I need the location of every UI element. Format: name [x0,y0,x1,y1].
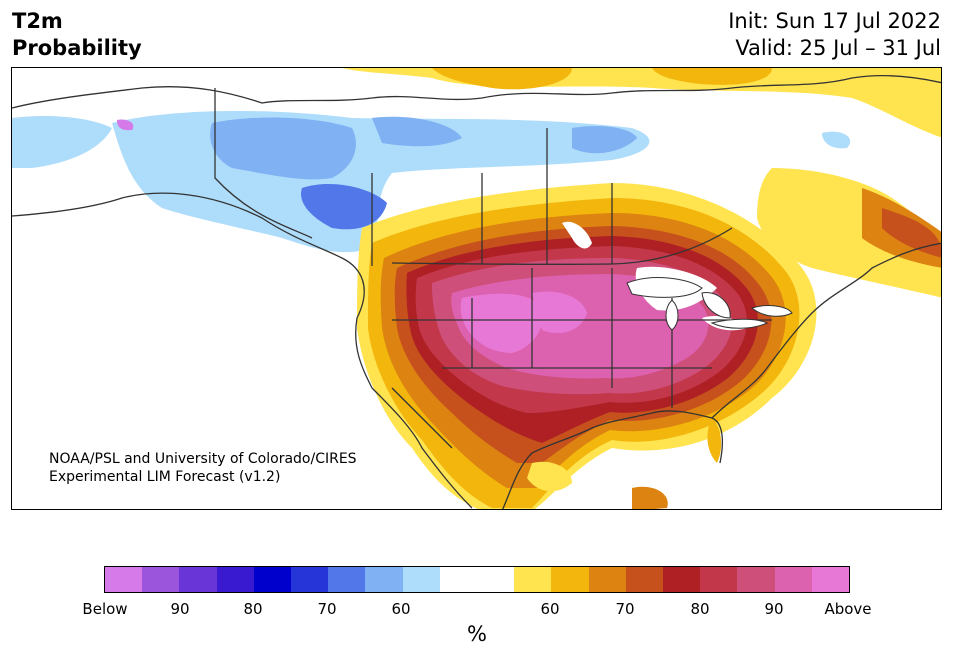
colorbar-segment [328,567,366,592]
colorbar-segment [477,567,515,592]
title-line-2: Probability [12,36,142,60]
valid-range: Valid: 25 Jul – 31 Jul [735,36,941,60]
colorbar-tick-label: 60 [391,600,411,618]
colorbar-segment [142,567,180,592]
colorbar-unit: % [467,622,487,646]
colorbar-segment [774,567,812,592]
colorbar-segment [625,567,664,592]
colorbar-segment [402,567,440,592]
colorbar [104,566,850,593]
colorbar-tick-label: 80 [690,600,710,618]
colorbar-tick-label: Above [824,600,872,618]
credit-line-2: Experimental LIM Forecast (v1.2) [49,469,281,485]
colorbar-segment [105,567,143,592]
colorbar-segment [663,567,701,592]
forecast-dates: Init: Sun 17 Jul 2022 Valid: 25 Jul – 31… [728,8,941,62]
boundaries [12,74,941,509]
below-normal-area [12,111,851,253]
map-canvas [12,68,941,509]
colorbar-segment [588,567,626,592]
colorbar-tick-label: Below [82,600,128,618]
colorbar-segment [291,567,329,592]
colorbar-segment [253,567,292,592]
colorbar-segment [551,567,589,592]
probability-map [11,67,942,510]
credit-text: NOAA/PSL and University of Colorado/CIRE… [49,450,357,486]
colorbar-segment [365,567,403,592]
colorbar-tick-label: 90 [764,600,784,618]
colorbar-segment [811,567,850,592]
colorbar-tick-label: 70 [615,600,635,618]
colorbar-tick-label: 60 [540,600,560,618]
init-date: Init: Sun 17 Jul 2022 [728,9,941,33]
colorbar-segment [179,567,217,592]
colorbar-segment [439,567,478,592]
colorbar-segment [700,567,738,592]
colorbar-tick-label: 70 [317,600,337,618]
colorbar-segment [216,567,254,592]
colorbar-segment [737,567,775,592]
great-lakes [626,277,793,331]
colorbar-tick-label: 90 [170,600,190,618]
title-line-1: T2m [12,9,63,33]
map-title: T2m Probability [12,8,142,62]
colorbar-tick-label: 80 [243,600,263,618]
colorbar-segment [514,567,552,592]
credit-line-1: NOAA/PSL and University of Colorado/CIRE… [49,451,357,467]
